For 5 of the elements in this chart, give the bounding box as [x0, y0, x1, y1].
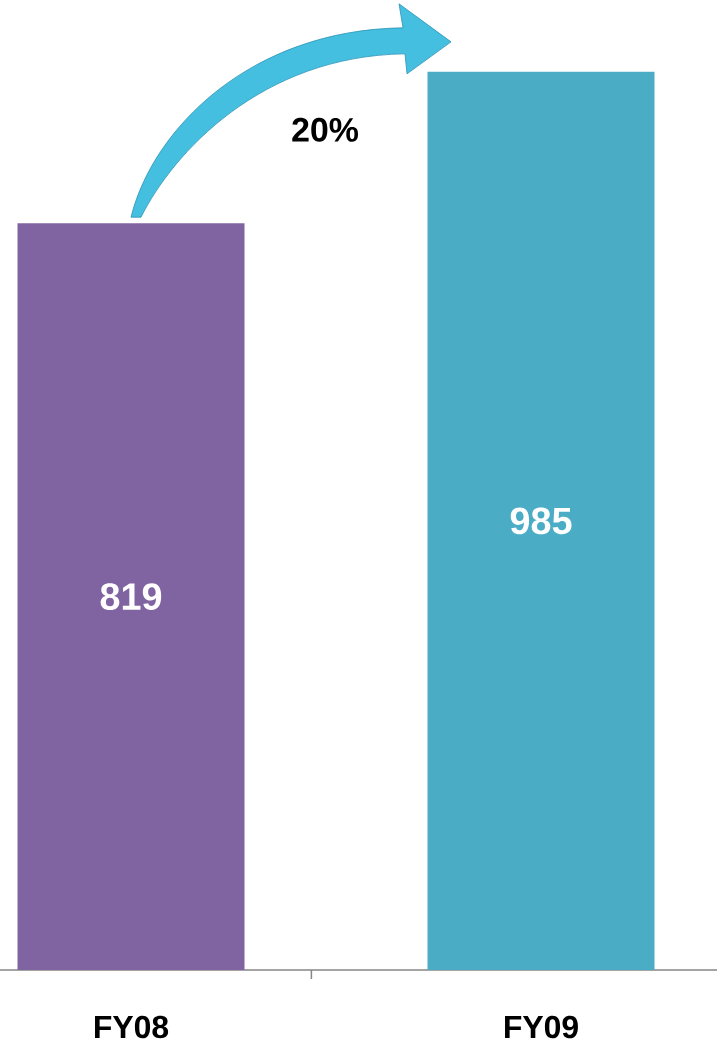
- data-label: 985: [510, 507, 572, 535]
- annotation: 20%: [292, 117, 359, 142]
- x-tick-label: FY08: [95, 1015, 169, 1039]
- data-label: 819: [100, 583, 162, 611]
- x-tick-label: FY09: [505, 1015, 578, 1039]
